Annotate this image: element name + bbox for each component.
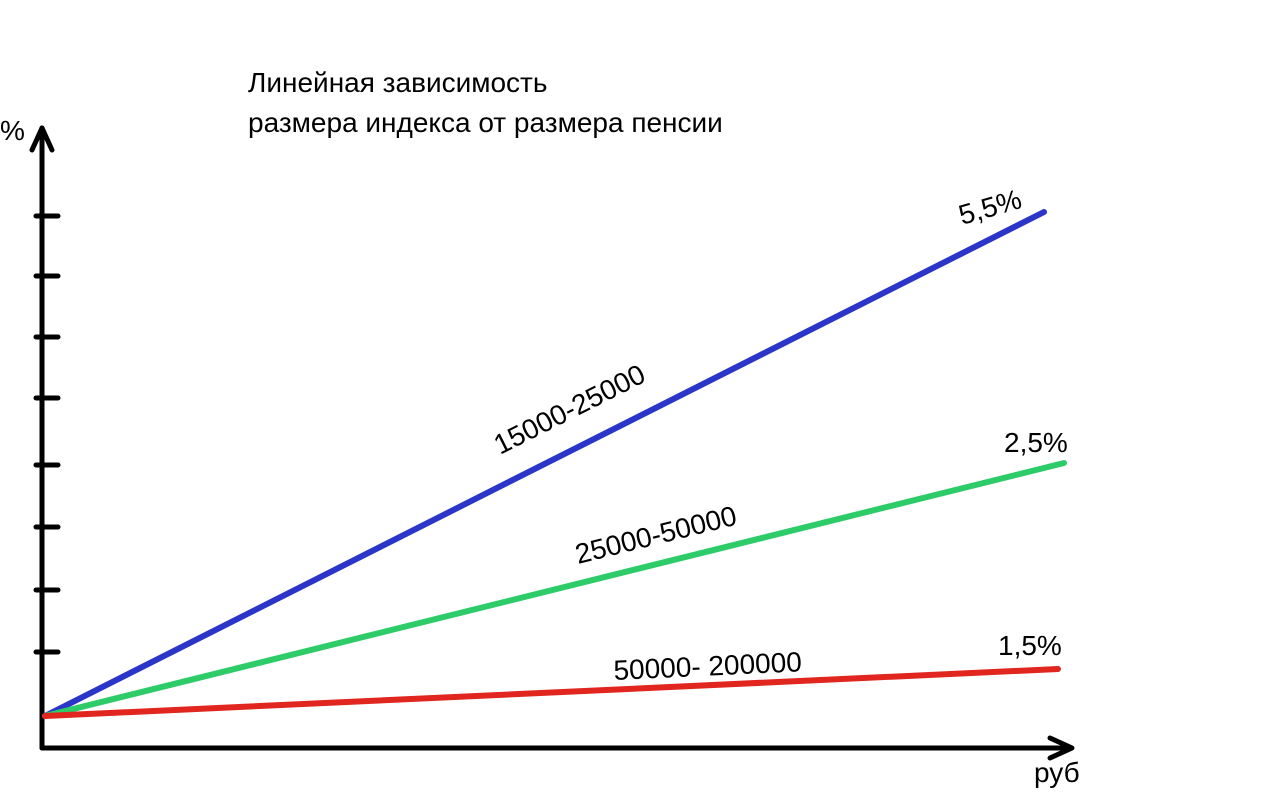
- x-axis-arrow: [1047, 735, 1075, 761]
- y-axis-ticks: [33, 213, 61, 655]
- series-line-50000-200000: [42, 666, 1061, 719]
- chart-title-line-1: Линейная зависимость: [248, 67, 547, 98]
- chart-title-line-2: размера индекса от размера пенсии: [248, 107, 723, 138]
- series-label-25000-50000: 25000-50000: [572, 500, 740, 570]
- series-lines: [42, 209, 1067, 719]
- axes: [29, 125, 1075, 761]
- x-axis-label: руб: [1034, 757, 1080, 788]
- series-label-15000-25000: 15000-25000: [489, 358, 650, 460]
- series-line-25000-50000: [42, 460, 1067, 719]
- series-end-label-25000-50000: 2,5%: [1004, 427, 1068, 458]
- y-axis-arrow: [29, 125, 55, 153]
- series-end-label-50000-200000: 1,5%: [998, 630, 1062, 661]
- series-line-15000-25000: [42, 209, 1047, 719]
- y-axis-label: %: [0, 115, 25, 146]
